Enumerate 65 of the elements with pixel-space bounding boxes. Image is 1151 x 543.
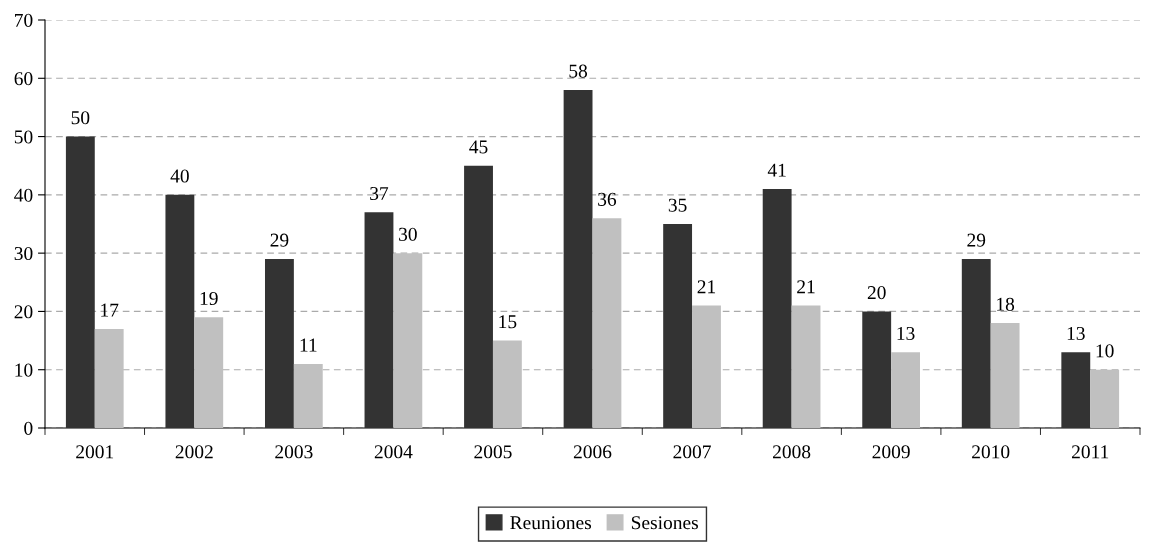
legend-label: Sesiones [631, 516, 698, 530]
bar [165, 194, 195, 428]
data-label: 13 [1067, 326, 1085, 340]
data-label: 45 [469, 140, 488, 154]
bar [762, 189, 792, 428]
legend-label: Reuniones [510, 516, 592, 530]
x-tick-label: 2008 [773, 445, 811, 459]
data-label: 18 [997, 297, 1015, 311]
x-tick-label: 2004 [374, 445, 413, 459]
y-tick-label: 10 [15, 363, 33, 377]
data-label: 10 [1096, 344, 1114, 358]
bar [891, 352, 920, 428]
data-label: 11 [300, 338, 317, 352]
data-label: 17 [101, 303, 119, 317]
bar [94, 328, 124, 428]
bar [791, 305, 821, 428]
y-tick-label: 40 [14, 188, 33, 202]
x-tick-label: 2001 [76, 445, 114, 459]
bar [293, 363, 323, 428]
bar [65, 136, 95, 428]
bar [265, 258, 294, 428]
bar [961, 258, 991, 428]
data-label: 19 [200, 291, 218, 305]
data-label: 41 [767, 163, 786, 177]
data-label: 15 [499, 315, 517, 329]
data-label: 29 [967, 233, 986, 247]
bar [862, 311, 892, 428]
y-tick-label: 50 [14, 130, 33, 144]
x-tick-label: 2006 [573, 445, 612, 459]
x-tick-label: 2002 [175, 445, 213, 459]
data-label: 37 [370, 186, 389, 201]
bar [990, 323, 1020, 428]
x-tick-label: 2010 [972, 445, 1010, 459]
data-label: 21 [797, 280, 815, 294]
bar [194, 317, 224, 428]
x-tick-label: 2005 [474, 445, 512, 459]
data-label: 35 [668, 198, 687, 212]
data-label: 50 [71, 111, 90, 125]
data-label: 20 [867, 286, 886, 300]
data-label: 36 [598, 192, 617, 206]
x-tick-label: 2003 [275, 445, 313, 459]
x-tick-label: 2009 [872, 445, 910, 459]
bar [592, 218, 622, 428]
data-label: 21 [697, 280, 716, 294]
bar [563, 89, 593, 428]
y-tick-label: 0 [24, 421, 33, 435]
y-tick-label: 30 [14, 246, 33, 261]
data-label: 13 [897, 326, 915, 340]
data-label: 30 [399, 227, 417, 241]
x-tick-label: 2011 [1072, 445, 1109, 459]
bar [663, 224, 693, 428]
x-tick-label: 2007 [673, 445, 711, 459]
data-label: 40 [170, 169, 189, 183]
bar [393, 253, 423, 428]
bar [1061, 352, 1091, 428]
y-tick-label: 70 [15, 13, 33, 27]
data-label: 29 [270, 233, 289, 247]
bar [464, 165, 493, 428]
bar [692, 305, 721, 428]
data-label: 58 [569, 64, 588, 78]
bar [492, 340, 522, 428]
y-tick-label: 60 [14, 72, 33, 86]
y-tick-label: 20 [14, 305, 33, 319]
bar [1090, 369, 1120, 428]
bar [364, 212, 394, 428]
